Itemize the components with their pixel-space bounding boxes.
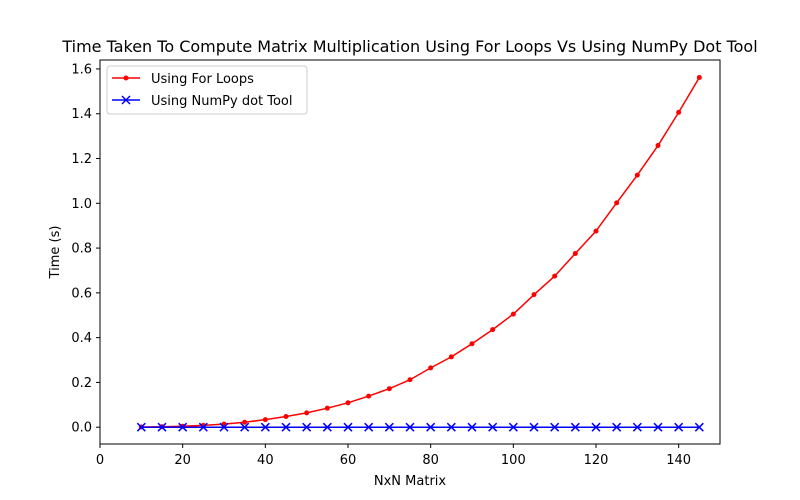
data-point (283, 413, 289, 419)
x-axis-label: NxN Matrix (374, 474, 447, 489)
series-layer (136, 74, 704, 432)
legend-box (106, 65, 308, 115)
y-axis-ticks: 0.0 0.2 0.4 0.6 0.8 1.0 1.2 1.4 1.6 (71, 62, 100, 436)
plot-frame (99, 59, 721, 445)
y-tick-label: 1.6 (71, 62, 92, 77)
data-point (674, 422, 684, 432)
y-tick-label: 0.2 (71, 376, 92, 391)
data-point (428, 365, 434, 371)
data-point (570, 422, 580, 432)
legend-marker-numpy (121, 95, 131, 105)
data-point (469, 341, 475, 347)
x-tick-label: 0 (96, 453, 104, 468)
y-tick-label: 0.4 (71, 331, 92, 346)
data-point (467, 422, 477, 432)
x-tick-label: 20 (174, 453, 191, 468)
data-point (531, 292, 537, 298)
data-point (260, 422, 270, 432)
data-point (262, 417, 268, 423)
data-point (343, 422, 353, 432)
data-point (614, 200, 620, 206)
y-tick-label: 1.4 (71, 107, 92, 122)
y-axis-label: Time (s) (48, 226, 63, 280)
data-point (593, 228, 599, 234)
data-point (550, 422, 560, 432)
data-point (446, 422, 456, 432)
data-point (281, 422, 291, 432)
y-tick-label: 0.8 (71, 242, 92, 257)
data-point (178, 422, 188, 432)
data-point (240, 422, 250, 432)
data-point (304, 410, 310, 416)
data-point (322, 422, 332, 432)
legend-label-for-loops: Using For Loops (151, 72, 254, 87)
data-point (386, 386, 392, 392)
x-tick-label: 80 (422, 453, 439, 468)
data-point (324, 405, 330, 411)
x-tick-label: 120 (584, 453, 609, 468)
data-point (529, 422, 539, 432)
data-point (448, 354, 454, 360)
data-point (694, 422, 704, 432)
data-point (676, 109, 682, 115)
data-point (490, 327, 496, 333)
data-point (653, 422, 663, 432)
data-point (634, 172, 640, 178)
data-point (242, 419, 248, 425)
legend-marker-for-loops (123, 75, 129, 81)
data-point (219, 422, 229, 432)
x-tick-label: 140 (666, 453, 691, 468)
data-point (198, 422, 208, 432)
x-axis-ticks: 0 20 40 60 80 100 120 140 (96, 444, 691, 468)
x-tick-label: 100 (501, 453, 526, 468)
data-point (572, 250, 578, 256)
y-tick-label: 1.2 (71, 152, 92, 167)
data-point (157, 422, 167, 432)
data-point (405, 422, 415, 432)
data-point (426, 422, 436, 432)
data-point (366, 393, 372, 399)
legend: Using For Loops Using NumPy dot Tool (106, 65, 308, 115)
data-point (384, 422, 394, 432)
data-point (407, 377, 413, 383)
data-point (510, 311, 516, 317)
series-line-0 (141, 77, 700, 428)
data-point (612, 422, 622, 432)
x-tick-label: 40 (257, 453, 274, 468)
data-point (508, 422, 518, 432)
data-point (632, 422, 642, 432)
chart-title: Time Taken To Compute Matrix Multiplicat… (61, 37, 757, 56)
data-point (591, 422, 601, 432)
data-point (136, 422, 146, 432)
x-tick-label: 60 (340, 453, 357, 468)
data-point (488, 422, 498, 432)
y-tick-label: 1.0 (71, 197, 92, 212)
data-point (302, 422, 312, 432)
data-point (655, 143, 661, 149)
y-tick-label: 0.0 (71, 421, 92, 436)
legend-label-numpy: Using NumPy dot Tool (151, 94, 293, 109)
data-point (345, 400, 351, 406)
data-point (552, 273, 558, 279)
data-point (364, 422, 374, 432)
data-point (696, 74, 702, 80)
y-tick-label: 0.6 (71, 286, 92, 301)
